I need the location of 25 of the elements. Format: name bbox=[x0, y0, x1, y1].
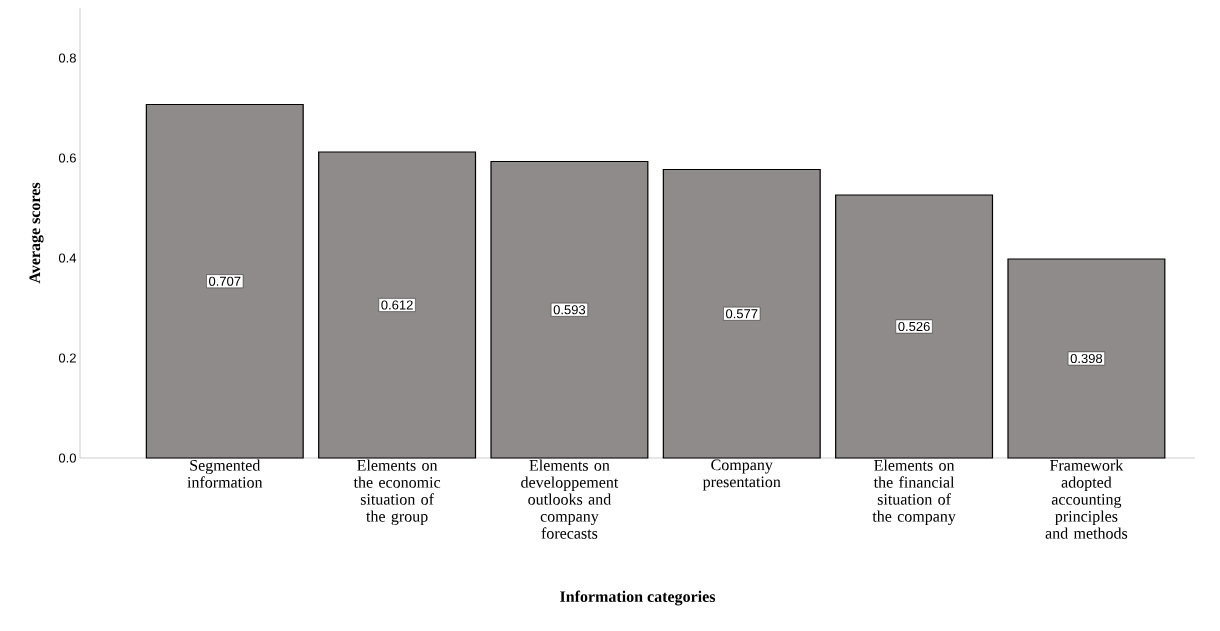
y-tick-label: 0.2 bbox=[58, 353, 76, 363]
x-axis-title: Information categories bbox=[560, 590, 716, 606]
bar bbox=[835, 194, 994, 459]
data-label: 0.612 bbox=[381, 300, 413, 310]
x-tick-label: Elements on developpement outlooks and company forecasts bbox=[521, 459, 619, 539]
y-tick-label: 0.6 bbox=[58, 153, 76, 163]
bar bbox=[490, 160, 649, 459]
x-tick-label: Framework adopted accounting principles and methods bbox=[1045, 459, 1128, 539]
bar bbox=[318, 151, 477, 459]
y-tick-label: 0.0 bbox=[58, 453, 76, 463]
bar bbox=[145, 103, 304, 459]
x-tick-label: Segmented information bbox=[187, 459, 263, 488]
data-label: 0.593 bbox=[553, 305, 586, 315]
data-label: 0.526 bbox=[898, 321, 930, 332]
bar bbox=[1007, 258, 1166, 459]
x-tick-label: Elements on the financial situation of the company bbox=[872, 459, 956, 526]
data-label: 0.707 bbox=[209, 276, 241, 286]
bar bbox=[662, 168, 821, 459]
x-tick-label: Company presentation bbox=[702, 459, 781, 491]
x-tick-label: Elements on the economic situation of the group bbox=[353, 459, 441, 526]
data-label: 0.577 bbox=[726, 309, 758, 319]
data-label: 0.398 bbox=[1070, 353, 1103, 364]
y-tick-label: 0.4 bbox=[58, 253, 77, 263]
y-axis-title: Average scores bbox=[29, 182, 44, 284]
y-tick-label: 0.8 bbox=[58, 53, 76, 63]
